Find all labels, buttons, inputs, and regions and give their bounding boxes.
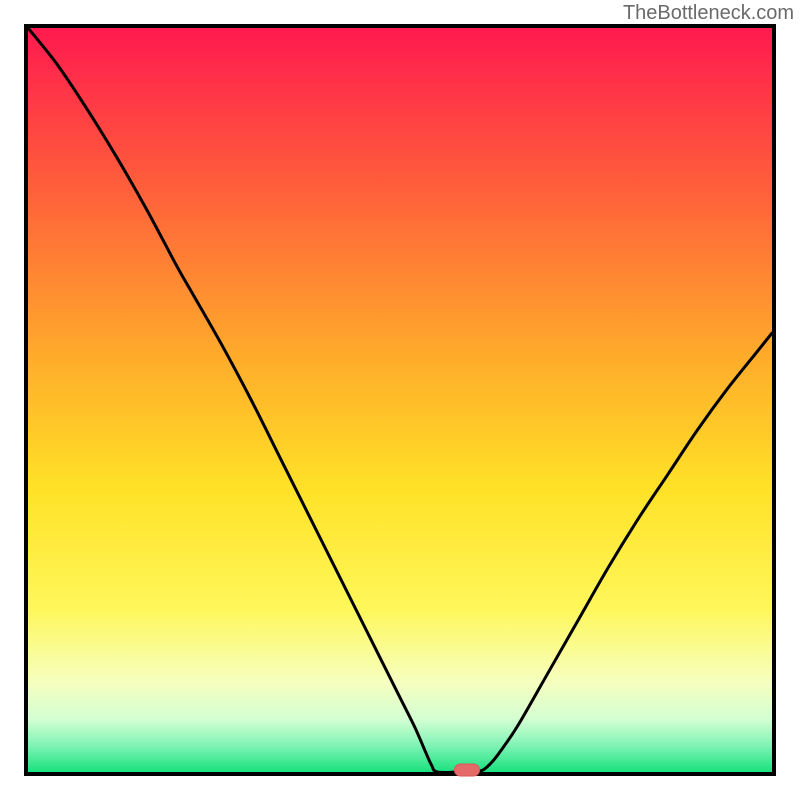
chart-svg <box>28 28 772 772</box>
chart-frame <box>28 28 772 772</box>
bottleneck-curve <box>28 28 772 772</box>
watermark: TheBottleneck.com <box>623 2 794 25</box>
optimum-marker <box>454 763 480 776</box>
